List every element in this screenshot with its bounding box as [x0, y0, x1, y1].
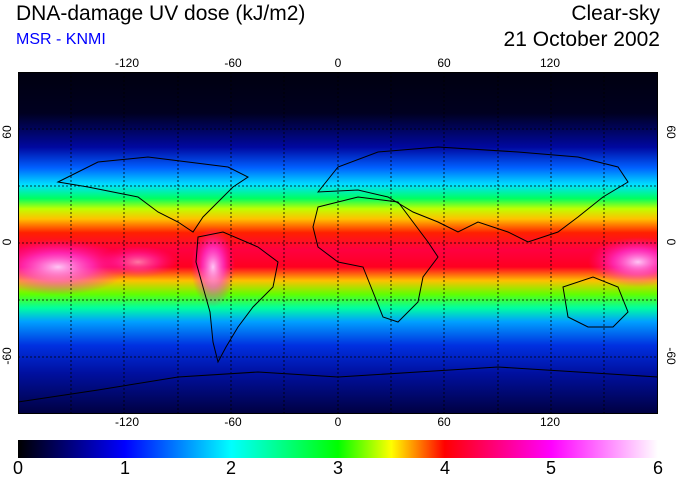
right-lat-tick-label: 0 — [664, 238, 678, 246]
bottom-lon-tick-label: 120 — [539, 415, 561, 429]
uv-dose-map — [18, 72, 658, 414]
colorbar-label: 4 — [439, 458, 450, 478]
colorbar-gradient — [18, 440, 658, 458]
bottom-lon-tick-label: -60 — [224, 415, 242, 429]
map-frame — [18, 72, 658, 414]
coastlines — [18, 146, 658, 403]
top-lon-tick-label: 120 — [539, 56, 561, 70]
colorbar — [18, 440, 658, 458]
south-america-coast — [195, 231, 279, 364]
left-lat-tick-label: -60 — [0, 347, 14, 365]
bottom-lon-tick-label: 0 — [334, 415, 342, 429]
map-title: DNA-damage UV dose (kJ/m2) — [16, 2, 306, 25]
top-lon-tick-label: 60 — [437, 56, 451, 70]
colorbar-label: 5 — [545, 458, 556, 478]
colorbar-label: 1 — [119, 458, 130, 478]
hotspot-central-pacific — [98, 246, 178, 278]
left-lat-tick-label: 60 — [0, 125, 14, 139]
eurasia-coast — [316, 146, 629, 243]
africa-coast — [312, 196, 439, 323]
colorbar-label: 2 — [225, 458, 236, 478]
top-lon-tick-label: -120 — [114, 56, 140, 70]
sky-condition-label: Clear-sky — [571, 2, 660, 25]
graticule — [18, 72, 658, 414]
hotspot-east-pacific — [18, 239, 128, 295]
bottom-lon-tick-label: 60 — [437, 415, 451, 429]
date-label: 21 October 2002 — [503, 28, 660, 51]
colorbar-label: 0 — [12, 458, 23, 478]
hotspot-andes — [191, 227, 235, 307]
north-america-coast — [56, 156, 249, 233]
source-label: MSR - KNMI — [16, 31, 106, 48]
uv-hotspots — [18, 227, 658, 307]
hotspot-west-pacific — [588, 237, 658, 287]
bottom-lon-tick-label: -120 — [114, 415, 140, 429]
right-lat-tick-label: 60 — [664, 125, 678, 139]
colorbar-label: 6 — [652, 458, 663, 478]
colorbar-label: 3 — [332, 458, 343, 478]
right-lat-tick-label: -60 — [664, 347, 678, 365]
left-lat-tick-label: 0 — [0, 238, 14, 246]
australia-coast — [562, 276, 629, 328]
top-lon-tick-label: -60 — [224, 56, 242, 70]
top-lon-tick-label: 0 — [334, 56, 342, 70]
